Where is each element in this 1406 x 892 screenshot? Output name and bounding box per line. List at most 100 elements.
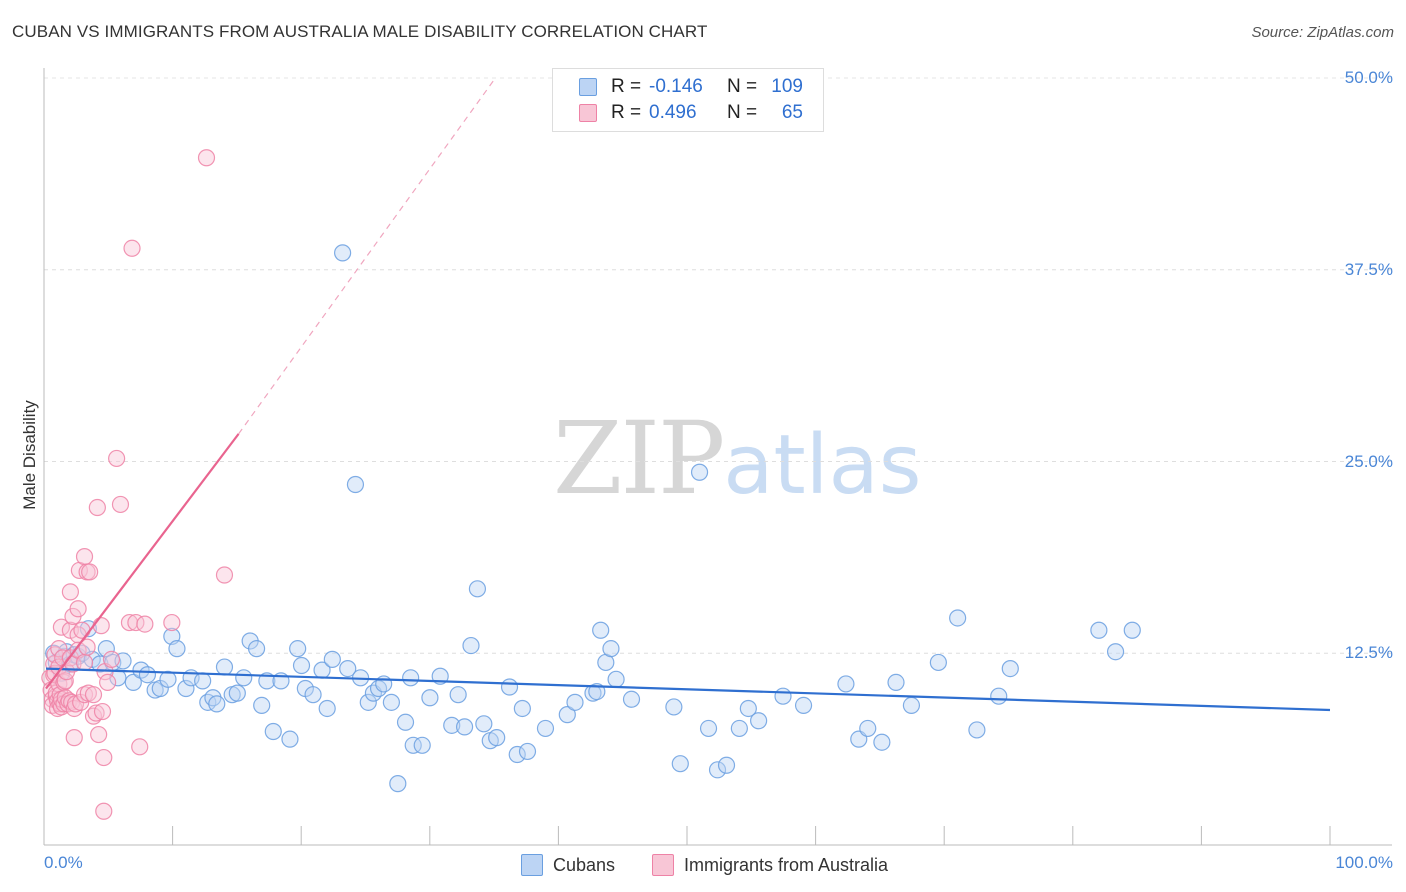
australia-point <box>197 149 216 167</box>
cubans-point <box>468 580 487 598</box>
watermark-zip: ZIP <box>553 400 725 517</box>
australia-point <box>108 449 126 468</box>
cubans-point <box>339 659 357 678</box>
cubans-point <box>690 463 709 481</box>
cubans-point <box>97 640 115 658</box>
cubans-point <box>929 653 947 672</box>
cubans-point <box>774 687 792 705</box>
legend-swatch-australia <box>652 854 674 876</box>
cubans-trend-line <box>45 667 1331 712</box>
australia-point <box>102 650 121 668</box>
cubans-point <box>79 620 97 638</box>
cubans-point <box>421 689 439 707</box>
legend-label-australia: Immigrants from Australia <box>684 854 889 875</box>
australia-point <box>50 640 68 658</box>
cubans-point <box>138 666 157 684</box>
cubans-point <box>500 678 519 696</box>
australia-point <box>111 495 130 514</box>
australia-point <box>81 563 99 581</box>
australia-point <box>136 615 154 633</box>
cubans-swatch <box>579 78 597 96</box>
australia-trend-line <box>45 433 240 690</box>
stats-row-australia: R = 0.496 N = 65 <box>579 101 803 125</box>
r-label: R = <box>611 76 642 97</box>
cubans-point <box>194 672 212 690</box>
cubans-point <box>382 693 400 711</box>
cubans-point <box>247 640 266 658</box>
cubans-point <box>124 673 142 691</box>
cubans-point <box>602 640 620 658</box>
cubans-point <box>159 670 177 688</box>
legend-swatch-cubans <box>521 854 543 876</box>
cubans-point <box>292 656 311 675</box>
cubans-point <box>508 745 526 764</box>
cubans-point <box>887 673 905 691</box>
australia-point <box>52 618 71 636</box>
cubans-point <box>359 693 377 711</box>
cubans-point <box>404 736 422 754</box>
n-label: N = <box>727 76 758 97</box>
n-label: N = <box>727 102 758 123</box>
cubans-point <box>622 690 641 708</box>
australia-point <box>61 583 79 601</box>
cubans-point <box>369 679 388 698</box>
cubans-point <box>334 244 352 262</box>
cubans-point <box>513 699 531 718</box>
correlation-stats-box: R = -0.146 N = 109 R = 0.496 N = 65 <box>552 68 824 132</box>
cubans-point <box>1106 643 1125 661</box>
trend-lines <box>45 77 1331 712</box>
cubans-point <box>750 712 768 730</box>
cubans-point <box>443 716 461 734</box>
watermark: ZIPatlas <box>553 400 921 517</box>
cubans-point <box>990 687 1008 705</box>
australia-point <box>99 673 117 691</box>
australia-swatch <box>579 104 597 122</box>
cubans-point <box>558 706 576 724</box>
y-tick-label: 12.5% <box>1344 643 1393 663</box>
cubans-point <box>304 686 322 704</box>
cubans-point <box>396 713 415 731</box>
australia-point <box>93 702 112 721</box>
cubans-point <box>859 719 877 738</box>
australia-trend-extension <box>238 77 496 435</box>
legend-item-cubans: Cubans <box>521 853 615 877</box>
cubans-point <box>588 682 606 701</box>
cubans-point <box>873 733 891 751</box>
cubans-point <box>488 729 506 747</box>
cubans-point <box>253 696 271 715</box>
r-label: R = <box>611 102 642 123</box>
cubans-point <box>518 742 537 761</box>
australia-point <box>75 653 94 672</box>
legend-label-cubans: Cubans <box>553 854 616 875</box>
axes <box>43 68 1392 846</box>
cubans-point <box>475 715 493 733</box>
cubans-point <box>289 640 307 658</box>
australia-point <box>95 748 113 767</box>
australia-point <box>88 498 106 517</box>
australia-point <box>69 600 87 618</box>
cubans-point <box>264 722 282 741</box>
cubans-point <box>455 718 474 736</box>
n-value: 109 <box>771 76 803 97</box>
australia-point <box>131 738 149 756</box>
cubans-point <box>208 695 226 713</box>
cubans-point <box>449 686 467 704</box>
cubans-point <box>730 719 748 738</box>
cubans-point <box>1123 621 1141 639</box>
cubans-point <box>462 636 480 655</box>
cubans-point <box>902 696 921 715</box>
cubans-point <box>168 640 186 658</box>
australia-point <box>73 621 91 639</box>
australia-point <box>95 802 113 820</box>
cubans-point <box>346 475 365 494</box>
watermark-atlas: atlas <box>723 418 922 513</box>
cubans-point <box>717 756 736 774</box>
australia-point <box>215 566 234 584</box>
australia-point <box>84 686 103 704</box>
x-tick-max: 100.0% <box>1335 853 1393 872</box>
cubans-point <box>235 669 253 687</box>
n-value: 65 <box>781 102 803 123</box>
cubans-point <box>708 761 727 779</box>
stats-row-cubans: R = -0.146 N = 109 <box>579 75 803 99</box>
cubans-point <box>699 719 718 738</box>
